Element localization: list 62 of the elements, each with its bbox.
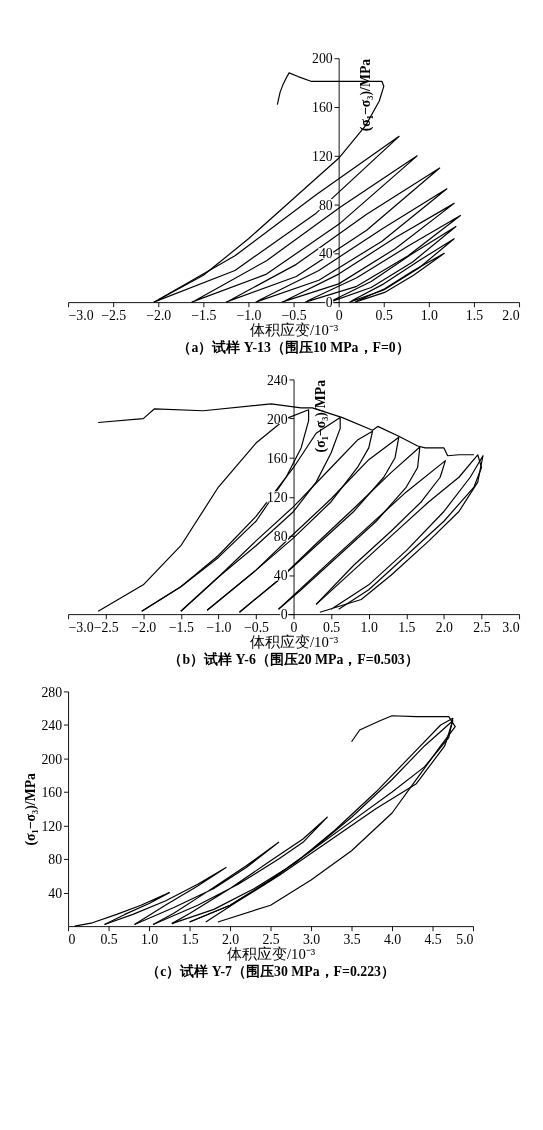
x-tick-label: 1.5 [465, 308, 484, 324]
x-tick-label: 1.0 [360, 620, 378, 636]
x-tick-label: −2.0 [131, 620, 157, 636]
x-tick-label: 0.5 [100, 932, 118, 948]
x-tick-label: 4.0 [383, 932, 402, 948]
x-tick-label: 2.5 [473, 620, 491, 636]
y-tick-label: 200 [266, 411, 288, 427]
x-tick-label: 1.0 [140, 932, 159, 948]
y-tick-label: 0 [325, 295, 333, 311]
x-tick-label: −3.0 [68, 308, 94, 324]
x-tick-label: 2.0 [435, 620, 454, 636]
y-tick-label: 160 [312, 100, 333, 116]
y-tick-label: 40 [273, 568, 288, 584]
x-tick-label: −0.5 [243, 620, 270, 636]
y-tick-label: 200 [41, 751, 63, 767]
y-tick-label: 80 [273, 528, 288, 544]
x-tick-label: 3.0 [502, 620, 520, 636]
y-tick-label: 0 [280, 607, 288, 623]
x-tick-label: 0.5 [323, 620, 341, 636]
y-axis-title: (σ₁−σ₃)/MPa [22, 772, 39, 846]
x-tick-label: 0 [290, 620, 298, 636]
x-tick-label: 0.5 [375, 308, 393, 324]
x-tick-label: 3.5 [343, 932, 361, 948]
y-tick-label: 240 [266, 372, 288, 388]
y-tick-label: 40 [318, 246, 333, 262]
x-tick-label: −1.5 [191, 308, 217, 324]
x-axis-title: 体积应变/10⁻³ [226, 945, 316, 962]
y-tick-label: 120 [312, 148, 333, 164]
y-tick-label: 160 [266, 450, 288, 466]
x-axis-title: 体积应变/10⁻³ [249, 321, 339, 338]
y-tick-label: 120 [266, 489, 288, 505]
y-tick-label: 160 [41, 785, 63, 801]
x-tick-label: 2.0 [221, 932, 240, 948]
x-tick-label: −2.5 [101, 308, 127, 324]
x-tick-label: −2.5 [93, 620, 119, 636]
y-axis-title: (σ₁−σ₃)/MPa [358, 58, 375, 132]
y-tick-label: 120 [41, 818, 63, 834]
y-tick-label: 280 [41, 684, 63, 700]
y-tick-label: 240 [41, 718, 63, 734]
x-tick-label: −1.0 [206, 620, 232, 636]
y-tick-label: 200 [312, 51, 333, 67]
y-tick-label: 40 [48, 885, 63, 901]
x-tick-label: 1.0 [420, 308, 439, 324]
text: （b）试样 Y-6（围压20 MPa，F=0.503） [168, 651, 419, 667]
x-tick-label: −2.0 [146, 308, 172, 324]
x-tick-label: −1.5 [168, 620, 194, 636]
x-tick-label: 2.0 [502, 308, 520, 324]
x-tick-label: 0 [68, 932, 76, 948]
x-tick-label: −3.0 [68, 620, 94, 636]
text: （c）试样 Y-7（围压30 MPa，F=0.223） [146, 963, 395, 979]
x-tick-label: −1.0 [236, 308, 262, 324]
y-tick-label: 80 [48, 852, 63, 868]
x-tick-label: 1.5 [181, 932, 199, 948]
y-axis-title: (σ₁−σ₃)/MPa [313, 379, 330, 453]
y-tick-label: 80 [318, 197, 333, 213]
x-tick-label: 1.5 [398, 620, 416, 636]
x-axis-title: 体积应变/10⁻³ [249, 633, 339, 650]
x-tick-label: 5.0 [456, 932, 474, 948]
x-tick-label: 3.0 [302, 932, 321, 948]
text: （a）试样 Y-13（围压10 MPa，F=0） [177, 339, 410, 355]
x-tick-label: 0 [335, 308, 343, 324]
x-tick-label: 4.5 [424, 932, 442, 948]
